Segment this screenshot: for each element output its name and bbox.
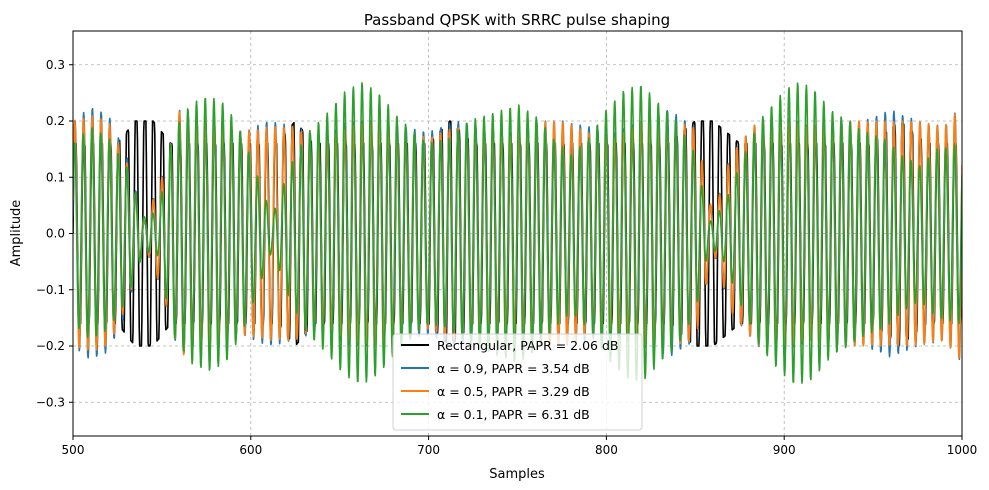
- legend-label-alpha-0-9: α = 0.9, PAPR = 3.54 dB: [437, 361, 590, 376]
- y-axis: −0.3 −0.2 −0.1 0.0 0.1 0.2 0.3: [36, 58, 73, 409]
- x-axis: 500 600 700 800 900 1000: [62, 436, 978, 457]
- x-tick-label: 1000: [947, 443, 978, 457]
- x-tick-label: 800: [595, 443, 618, 457]
- y-axis-label: Amplitude: [9, 200, 24, 267]
- x-tick-label: 500: [62, 443, 85, 457]
- y-tick-label: −0.2: [36, 339, 65, 353]
- y-tick-label: 0.2: [46, 114, 65, 128]
- y-tick-label: 0.3: [46, 58, 65, 72]
- legend-box: [392, 333, 643, 431]
- x-tick-label: 900: [773, 443, 796, 457]
- x-axis-label: Samples: [489, 467, 545, 482]
- y-tick-label: −0.3: [36, 395, 65, 409]
- legend-label-alpha-0-1: α = 0.1, PAPR = 6.31 dB: [437, 407, 590, 422]
- chart-title: Passband QPSK with SRRC pulse shaping: [364, 11, 670, 29]
- x-tick-label: 600: [239, 443, 262, 457]
- y-tick-label: −0.1: [36, 283, 65, 297]
- y-tick-label: 0.1: [46, 170, 65, 184]
- legend-label-rectangular: Rectangular, PAPR = 2.06 dB: [437, 338, 619, 353]
- x-tick-label: 700: [417, 443, 440, 457]
- series-line-alpha-0-1: [73, 82, 962, 384]
- legend: Rectangular, PAPR = 2.06 dB α = 0.9, PAP…: [392, 333, 643, 431]
- y-tick-label: 0.0: [46, 227, 65, 241]
- series-layer: [73, 82, 962, 384]
- legend-label-alpha-0-5: α = 0.5, PAPR = 3.29 dB: [437, 384, 590, 399]
